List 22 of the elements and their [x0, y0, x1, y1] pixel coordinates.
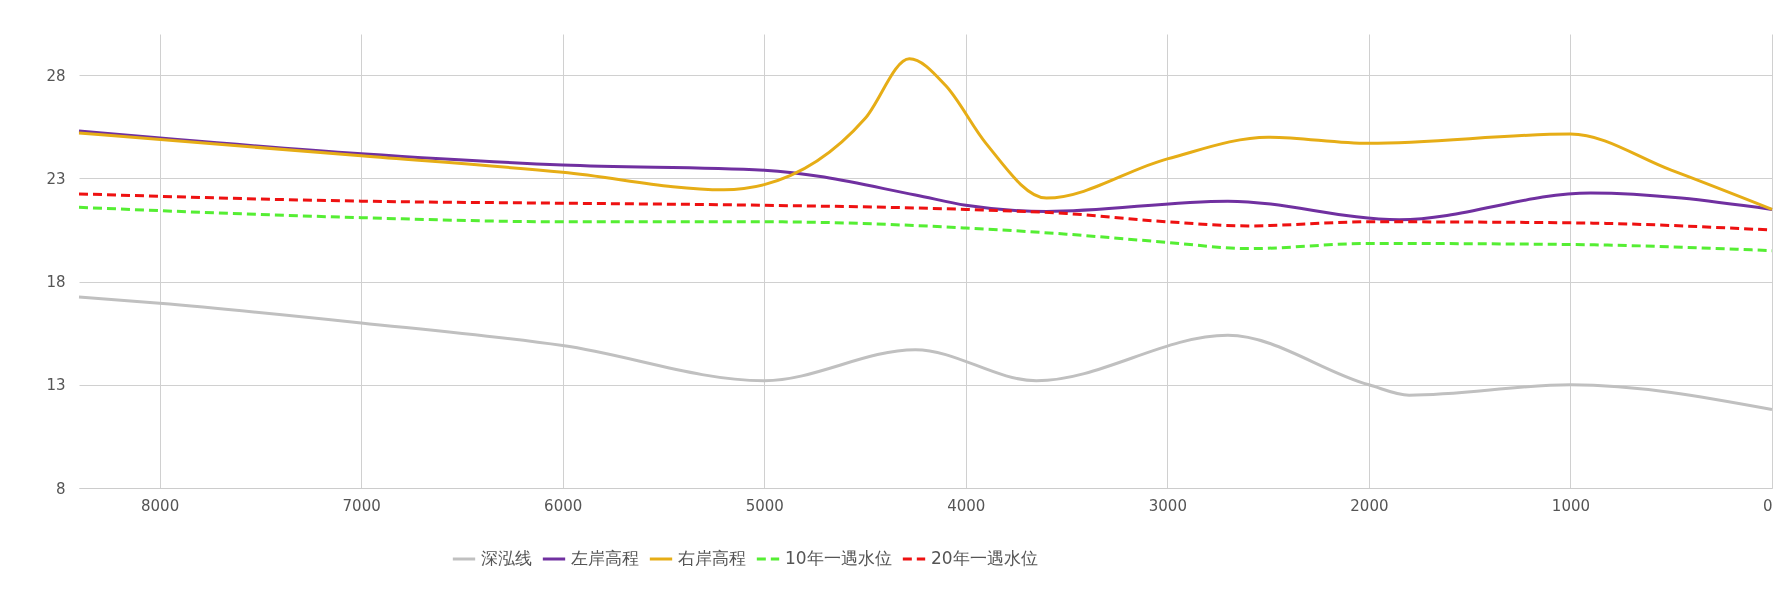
x-tick-label: 1000 — [1551, 496, 1591, 515]
legend-label: 20年一遇水位 — [931, 548, 1038, 568]
x-tick-label: 2000 — [1350, 496, 1389, 515]
y-tick-label: 8 — [55, 479, 66, 498]
legend-label: 左岸高程 — [571, 548, 639, 568]
line-series — [77, 129, 1774, 222]
y-tick-label: 18 — [46, 273, 66, 292]
x-tick-label: 3000 — [1148, 496, 1187, 515]
y-tick-label: 23 — [46, 169, 66, 188]
line-series — [77, 57, 1774, 211]
x-tick-label: 6000 — [544, 496, 583, 515]
legend-label: 10年一遇水位 — [785, 548, 892, 568]
x-tick-label: 4000 — [947, 496, 986, 515]
y-tick-label: 28 — [46, 66, 66, 85]
legend-label: 深泓线 — [481, 548, 532, 568]
y-tick-label: 13 — [46, 376, 66, 395]
x-tick-label: 0 — [1762, 496, 1773, 515]
x-tick-label: 8000 — [141, 496, 180, 515]
legend-label: 右岸高程 — [678, 548, 746, 568]
x-tick-label: 7000 — [342, 496, 381, 515]
x-tick-label: 5000 — [745, 496, 784, 515]
line-series — [77, 295, 1774, 412]
